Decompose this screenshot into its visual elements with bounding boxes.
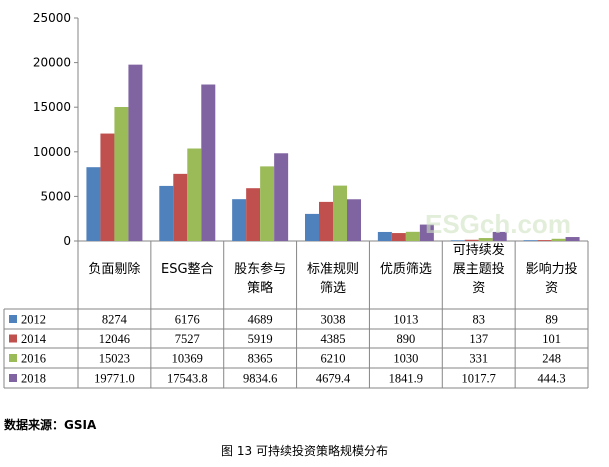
bar-2018-3 (347, 199, 361, 241)
bar-2012-1 (159, 185, 174, 241)
bar-2014-3 (319, 201, 333, 241)
bar-2018-6 (565, 237, 580, 241)
data-label-2016-4: 1030 (393, 352, 418, 366)
data-label-2018-0: 19771.0 (94, 372, 135, 386)
data-label-2016-2: 8365 (248, 352, 273, 366)
table-grid (3, 240, 589, 389)
category-label: 资 (545, 281, 558, 296)
data-label-2012-4: 1013 (393, 313, 418, 327)
bar-2016-4 (405, 231, 420, 241)
bar-2012-6 (523, 240, 538, 241)
y-tick-label: 20000 (33, 56, 71, 70)
data-table: 2012 8274 6176 4689 3038 1013 83 89 2014 12046 752… (9, 313, 566, 386)
data-label-2018-6: 444.3 (538, 372, 566, 386)
legend-label-2014: 2014 (21, 332, 47, 346)
y-tick-label: 5000 (40, 189, 71, 203)
data-label-2014-4: 890 (396, 332, 415, 346)
bar-2016-2 (260, 166, 275, 241)
data-label-2012-6: 89 (545, 313, 558, 327)
bars (86, 64, 580, 242)
data-label-2012-0: 8274 (102, 313, 128, 327)
category-label: 筛选 (320, 281, 346, 296)
legend-label-2012: 2012 (21, 313, 46, 327)
bar-2012-3 (305, 213, 319, 241)
category-label: 标准规则 (307, 262, 359, 277)
legend-label-2016: 2016 (21, 352, 46, 366)
source-note: 数据来源：GSIA (4, 418, 97, 432)
data-label-2018-1: 17543.8 (167, 372, 208, 386)
bar-2018-0 (128, 64, 143, 242)
y-tick-label: 10000 (33, 145, 71, 159)
y-tick-label: 0 (63, 234, 71, 248)
data-label-2014-3: 4385 (321, 332, 346, 346)
data-label-2014-0: 12046 (99, 332, 130, 346)
bar-2014-5 (464, 239, 479, 241)
bar-2014-1 (173, 173, 188, 241)
category-label: 展主题投 (453, 261, 505, 277)
bar-2014-4 (391, 233, 406, 241)
data-label-2016-1: 10369 (172, 352, 203, 366)
bar-2018-1 (201, 84, 216, 241)
y-axis: 0 5000 10000 15000 20000 25000 (33, 11, 79, 248)
y-tick-label: 15000 (33, 100, 71, 114)
bar-2012-5 (450, 240, 465, 241)
data-label-2018-2: 9834.6 (243, 372, 277, 386)
legend-label-2018: 2018 (21, 372, 46, 386)
category-label: 可持续发 (453, 242, 505, 258)
category-label: 优质筛选 (380, 262, 432, 277)
category-label: 影响力投 (526, 261, 578, 277)
bar-2018-4 (419, 224, 434, 241)
data-label-2018-5: 1017.7 (462, 372, 496, 386)
legend-key-2012 (9, 315, 17, 323)
y-tick-label: 25000 (33, 11, 71, 25)
data-label-2012-1: 6176 (175, 313, 200, 327)
data-label-2012-5: 83 (472, 313, 485, 327)
category-label: 负面剔除 (88, 262, 140, 277)
bar-2016-0 (114, 106, 129, 241)
bar-2012-2 (232, 199, 247, 241)
bar-2018-5 (492, 231, 507, 241)
data-label-2014-1: 7527 (175, 332, 200, 346)
bar-2016-6 (551, 238, 566, 241)
data-label-2016-5: 331 (469, 352, 488, 366)
legend-key-2014 (9, 334, 17, 343)
bar-2018-2 (274, 153, 289, 241)
data-label-2018-3: 4679.4 (316, 372, 351, 386)
figure-caption: 图 13 可持续投资策略规模分布 (221, 444, 388, 458)
data-label-2014-2: 5919 (248, 332, 273, 346)
category-label: 股东参与 (234, 261, 286, 277)
data-label-2014-5: 137 (469, 332, 488, 346)
bar-2014-6 (537, 240, 552, 241)
data-label-2016-3: 6210 (321, 352, 346, 366)
legend-key-2018 (9, 374, 17, 382)
bar-2014-0 (100, 133, 115, 241)
bar-2016-3 (333, 185, 347, 241)
data-label-2012-3: 3038 (321, 313, 346, 327)
category-label: 策略 (247, 280, 273, 296)
bar-2016-1 (187, 148, 202, 241)
bar-2016-5 (478, 238, 493, 241)
category-label: ESG整合 (161, 262, 214, 277)
data-label-2016-6: 248 (542, 352, 561, 366)
data-label-2016-0: 15023 (99, 352, 130, 366)
data-label-2014-6: 101 (542, 332, 561, 346)
bar-2012-0 (86, 167, 101, 241)
data-label-2018-4: 1841.9 (389, 372, 423, 386)
legend-key-2016 (9, 354, 17, 362)
data-label-2012-2: 4689 (248, 313, 273, 327)
bar-2012-4 (377, 231, 392, 241)
category-label: 资 (472, 281, 485, 296)
bar-2014-2 (246, 188, 261, 241)
watermark: ESGch.com (425, 209, 571, 239)
